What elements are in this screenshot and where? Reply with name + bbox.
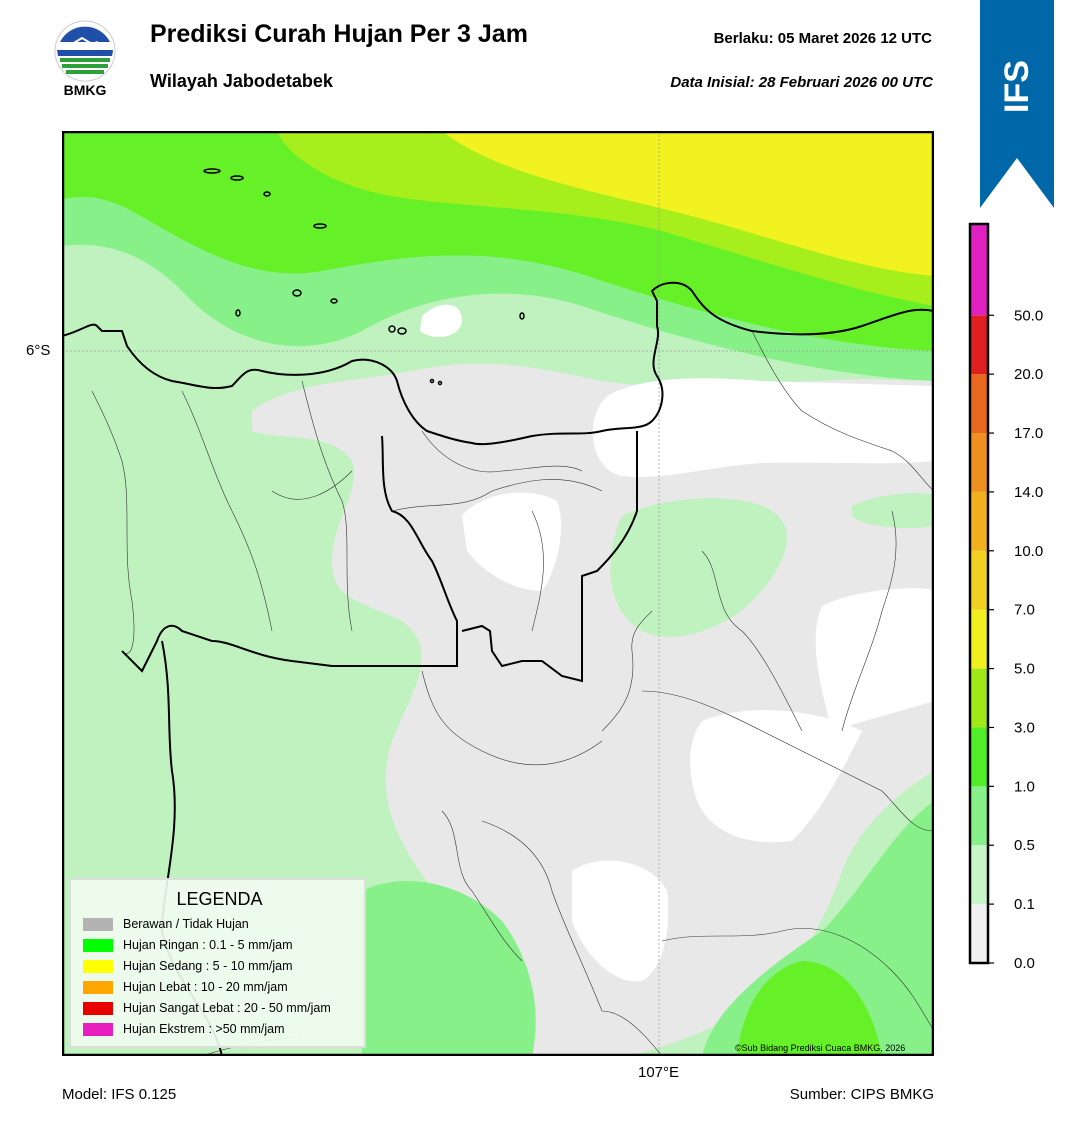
- legend-swatch: [83, 959, 113, 973]
- colorbar-tick-label: 3.0: [1014, 719, 1035, 736]
- legend-label: Hujan Ringan : 0.1 - 5 mm/jam: [123, 938, 293, 952]
- colorbar-tick-label: 0.1: [1014, 896, 1035, 913]
- thousand-islands: [203, 168, 525, 386]
- source-label: Sumber: CIPS BMKG: [789, 1086, 934, 1103]
- clear-patch-1: [420, 304, 462, 337]
- valid-time: Berlaku: 05 Maret 2026 12 UTC: [713, 30, 932, 47]
- bmkg-logo: BMKG: [52, 20, 118, 104]
- coastline: [62, 281, 934, 446]
- colorbar-segment: [970, 315, 988, 375]
- ifs-ribbon-label: IFS: [997, 59, 1036, 113]
- province-boundary-east: [461, 431, 638, 683]
- rain-zone-south-west: [362, 881, 536, 1056]
- colorbar-segment: [970, 374, 988, 434]
- colorbar-tick-label: 10.0: [1014, 543, 1043, 560]
- legend-label: Hujan Sangat Lebat : 20 - 50 mm/jam: [123, 1001, 331, 1015]
- colorbar-tick-label: 0.5: [1014, 837, 1035, 854]
- legend-title: LEGENDA: [176, 889, 263, 909]
- legend-swatch: [83, 1022, 113, 1036]
- colorbar-tick-label: 14.0: [1014, 484, 1043, 501]
- colorbar-segment: [970, 609, 988, 669]
- legend-label: Hujan Sedang : 5 - 10 mm/jam: [123, 959, 293, 973]
- colorbar-tick-label: 20.0: [1014, 366, 1043, 383]
- rain-patch-far-east: [852, 493, 934, 528]
- legend-item: Hujan Sedang : 5 - 10 mm/jam: [83, 958, 293, 974]
- legend-item: Hujan Lebat : 10 - 20 mm/jam: [83, 979, 288, 995]
- rain-zone-5: [442, 131, 934, 276]
- legend-label: Berawan / Tidak Hujan: [123, 917, 249, 931]
- colorbar-segment: [970, 786, 988, 846]
- ifs-ribbon: [980, 0, 1054, 208]
- page-subtitle: Wilayah Jabodetabek: [150, 71, 333, 91]
- colorbar-segment: [970, 256, 988, 316]
- legend-swatch: [83, 1001, 113, 1015]
- rain-patch-east: [610, 498, 787, 637]
- legend-box: LEGENDA Berawan / Tidak Hujan Hujan Ring…: [69, 878, 366, 1048]
- colorbar-segment: [970, 491, 988, 551]
- colorbar-tick-label: 0.0: [1014, 955, 1035, 972]
- colorbar-outline: [968, 222, 990, 965]
- legend-item: Hujan Ringan : 0.1 - 5 mm/jam: [83, 937, 293, 953]
- district-boundaries: [91, 330, 934, 1056]
- colorbar-segment: [970, 668, 988, 728]
- colorbar-tick-label: 50.0: [1014, 307, 1043, 324]
- legend-label: Hujan Lebat : 10 - 20 mm/jam: [123, 980, 288, 994]
- lon-tick-label: 107°E: [638, 1064, 680, 1081]
- legend-item: Hujan Ekstrem : >50 mm/jam: [83, 1021, 285, 1037]
- colorbar-segment: [970, 433, 988, 492]
- rain-zone-south-core: [737, 961, 882, 1056]
- model-label: Model: IFS 0.125: [62, 1086, 177, 1103]
- legend-item: Berawan / Tidak Hujan: [83, 916, 249, 932]
- colorbar-segment: [970, 845, 988, 905]
- page-title: Prediksi Curah Hujan Per 3 Jam: [150, 20, 528, 48]
- logo-text: BMKG: [63, 82, 107, 98]
- clear-patch-4: [815, 588, 934, 731]
- legend-item: Hujan Sangat Lebat : 20 - 50 mm/jam: [83, 1000, 331, 1016]
- colorbar-segment: [970, 550, 988, 610]
- clear-patch-2: [592, 378, 934, 478]
- colorbar-segment: [970, 727, 988, 787]
- colorbar-segment: [970, 904, 988, 963]
- colorbar-tick-label: 17.0: [1014, 425, 1043, 442]
- colorbar: 0.0 0.1 0.5 1.0 3.0 5.0 7.0 10.0 14.0 17.0 20.0 50.…: [968, 222, 1043, 972]
- clear-patch-5: [690, 710, 862, 843]
- colorbar-tick-label: 1.0: [1014, 778, 1035, 795]
- legend-swatch: [83, 917, 113, 931]
- colorbar-tick-label: 5.0: [1014, 661, 1035, 678]
- legend-swatch: [83, 980, 113, 994]
- lat-tick-label: 6°S: [26, 342, 51, 359]
- province-boundary-west: [121, 435, 458, 673]
- legend-swatch: [83, 938, 113, 952]
- colorbar-tick-label: 7.0: [1014, 602, 1035, 619]
- clear-patch-3: [462, 492, 562, 591]
- colorbar-segment: [970, 224, 988, 258]
- init-time: Data Inisial: 28 Februari 2026 00 UTC: [670, 74, 933, 91]
- clear-patch-6: [572, 860, 669, 982]
- copyright-text: ©Sub Bidang Prediksi Cuaca BMKG, 2026: [735, 1043, 906, 1053]
- legend-label: Hujan Ekstrem : >50 mm/jam: [123, 1022, 285, 1036]
- map-frame: [62, 131, 934, 1056]
